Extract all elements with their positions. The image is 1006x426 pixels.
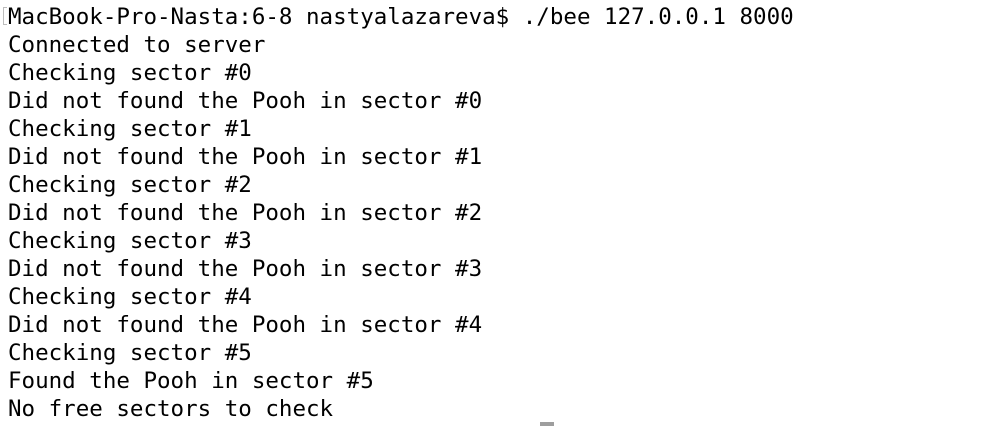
output-line: Did not found the Pooh in sector #2	[8, 200, 483, 226]
output-line: Checking sector #1	[8, 116, 252, 142]
terminal-output: MacBook-Pro-Nasta:6-8 nastyalazareva$ ./…	[8, 3, 794, 423]
output-line: Checking sector #2	[8, 172, 252, 198]
output-line: Did not found the Pooh in sector #3	[8, 256, 483, 282]
output-line: Did not found the Pooh in sector #1	[8, 144, 483, 170]
command-prompt-line: MacBook-Pro-Nasta:6-8 nastyalazareva$ ./…	[8, 4, 794, 30]
output-line: Checking sector #0	[8, 60, 252, 86]
output-line: Connected to server	[8, 32, 266, 58]
output-line: Found the Pooh in sector #5	[8, 368, 374, 394]
output-line: Checking sector #3	[8, 228, 252, 254]
output-line: Checking sector #5	[8, 340, 252, 366]
terminal-cursor	[540, 422, 554, 426]
line-marker	[3, 7, 7, 25]
output-line: Checking sector #4	[8, 284, 252, 310]
output-line: Did not found the Pooh in sector #4	[8, 312, 483, 338]
output-line: No free sectors to check	[8, 396, 334, 422]
output-line: Did not found the Pooh in sector #0	[8, 88, 483, 114]
